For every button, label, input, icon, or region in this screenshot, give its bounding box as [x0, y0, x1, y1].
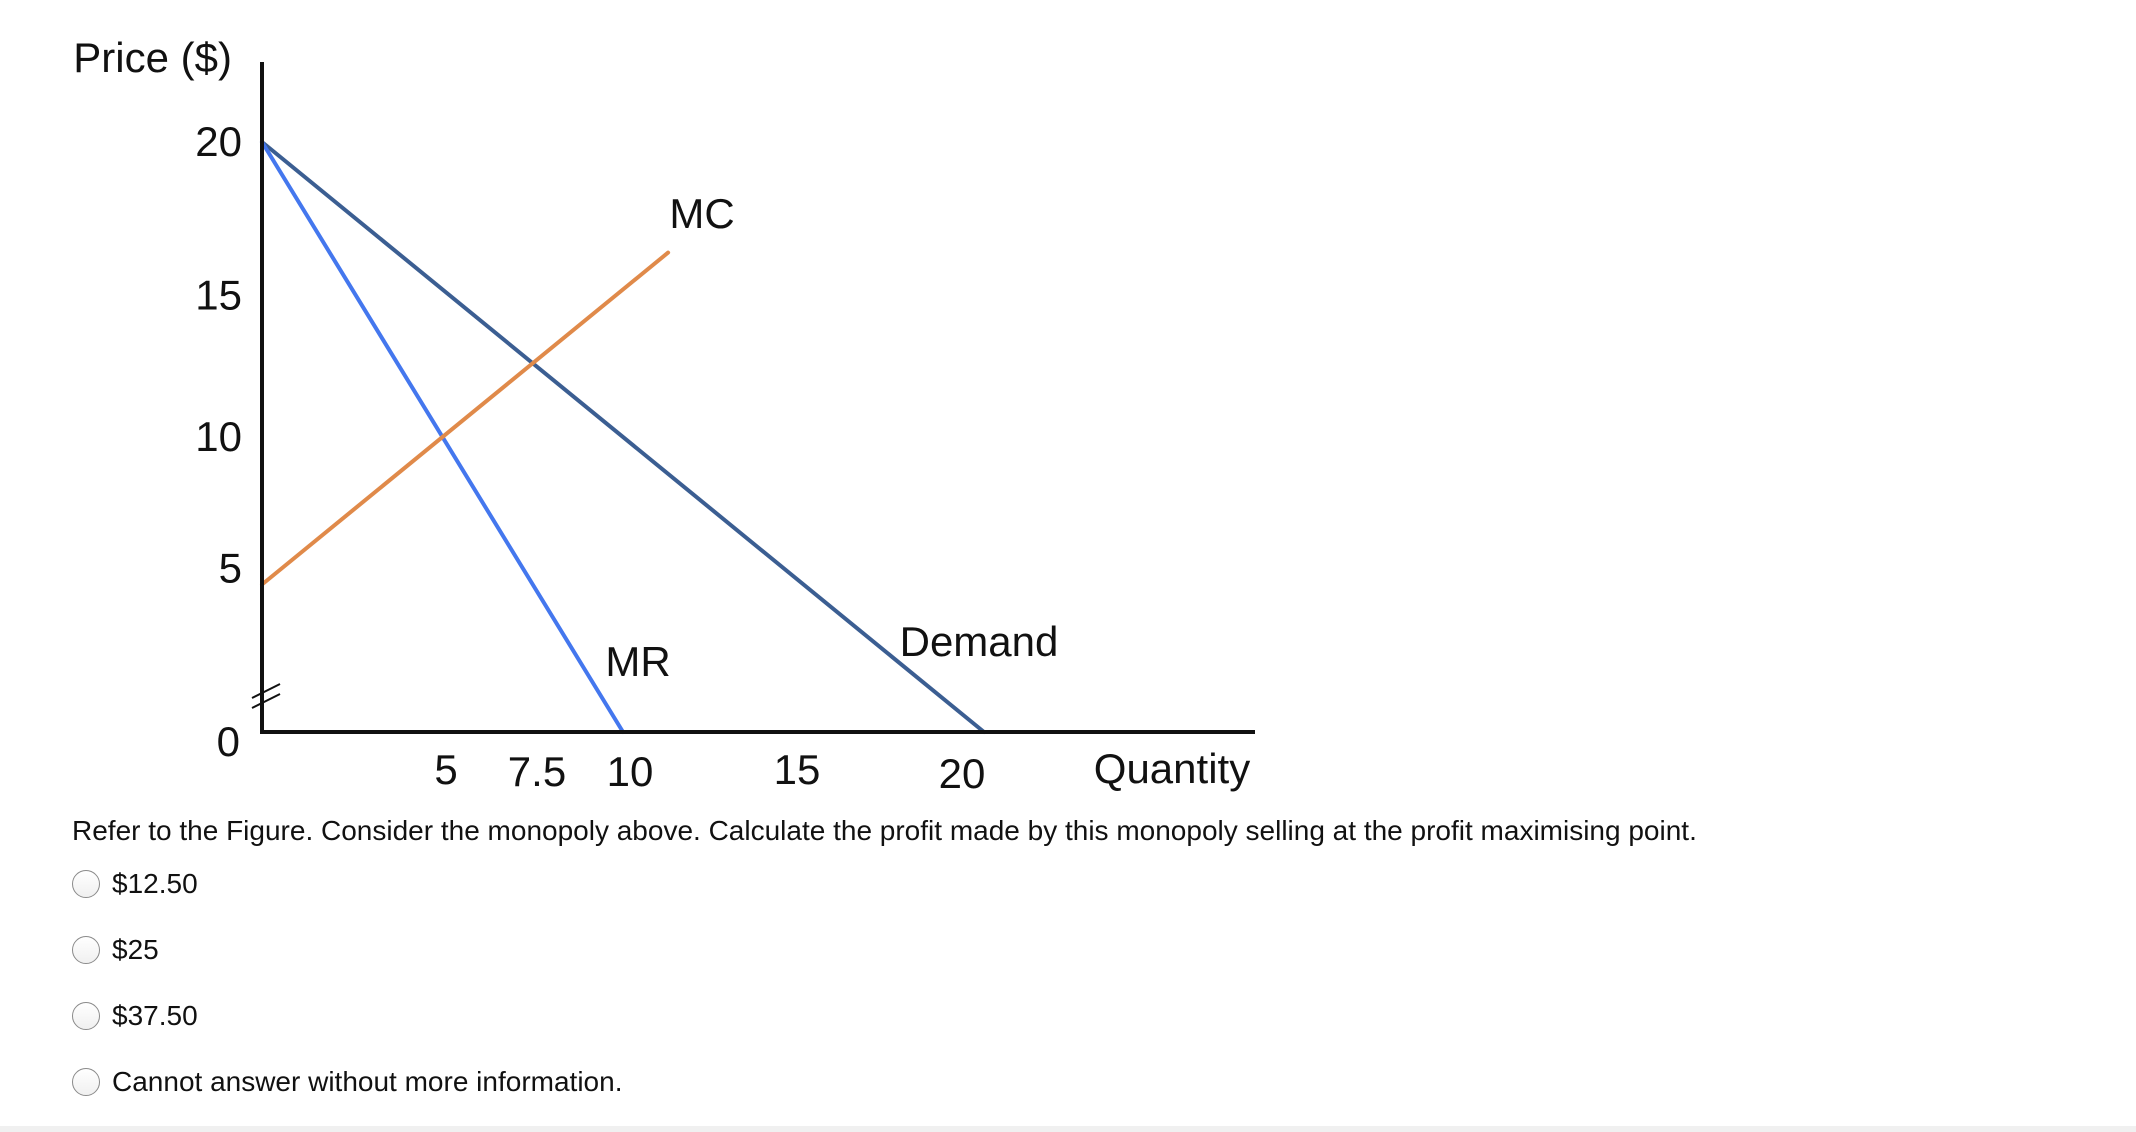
x-tick-label-7-5: 7.5 [508, 748, 566, 795]
option-2-radio[interactable] [72, 936, 100, 964]
option-4[interactable]: Cannot answer without more information. [72, 1066, 622, 1098]
option-3-radio[interactable] [72, 1002, 100, 1030]
series-label-demand: Demand [900, 618, 1059, 665]
bottom-divider [0, 1126, 2136, 1132]
y-axis-title: Price ($) [73, 34, 232, 81]
series-label-mc: MC [669, 190, 734, 237]
series-line-mc [260, 250, 671, 587]
axis-break-mark-2 [251, 693, 281, 709]
option-4-radio[interactable] [72, 1068, 100, 1096]
series-label-mr: MR [605, 638, 670, 685]
option-3[interactable]: $37.50 [72, 1000, 198, 1032]
y-tick-label-10: 10 [195, 413, 242, 460]
option-2[interactable]: $25 [72, 934, 159, 966]
option-4-label: Cannot answer without more information. [112, 1066, 623, 1097]
y-tick-label-15: 15 [195, 272, 242, 319]
y-tick-label-5: 5 [219, 545, 242, 592]
series-line-demand [260, 140, 986, 734]
monopoly-chart: Price ($) Quantity 5 10 15 20 0 5 7.5 10 15 20 Deman… [73, 34, 1255, 797]
question-text: Refer to the Figure. Consider the monopo… [72, 815, 1697, 846]
y-tick-label-20: 20 [195, 118, 242, 165]
option-2-label: $25 [112, 934, 159, 965]
option-3-label: $37.50 [112, 1000, 198, 1031]
x-tick-label-10: 10 [607, 748, 654, 795]
x-tick-label-5: 5 [434, 746, 457, 793]
option-1[interactable]: $12.50 [72, 868, 198, 900]
x-axis-title: Quantity [1094, 745, 1250, 792]
origin-label: 0 [217, 718, 240, 765]
x-tick-label-20: 20 [939, 750, 986, 797]
axis-break-mark-1 [251, 683, 281, 699]
x-tick-label-15: 15 [774, 746, 821, 793]
option-1-radio[interactable] [72, 870, 100, 898]
option-1-label: $12.50 [112, 868, 198, 899]
